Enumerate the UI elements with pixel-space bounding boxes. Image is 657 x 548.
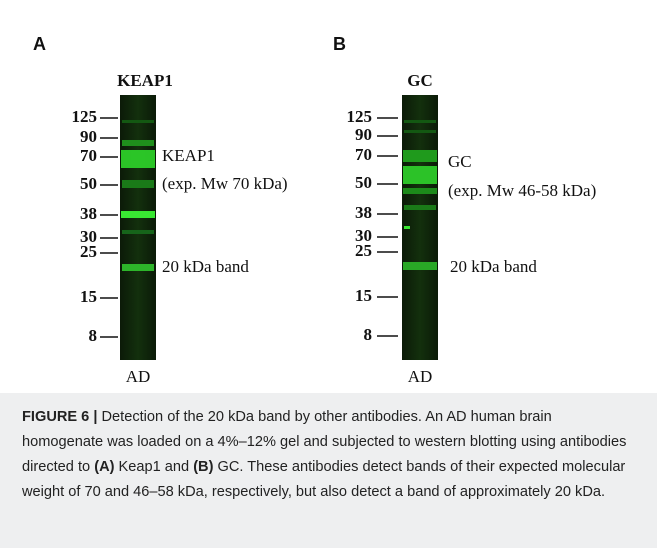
marker-label: 125 [72,107,98,126]
annotation: (exp. Mw 46-58 kDa) [448,181,596,200]
marker-label: 38 [80,204,97,223]
panel-letter: B [333,34,346,54]
annotation: 20 kDa band [450,257,537,276]
marker-label: 15 [355,286,372,305]
blot-a [120,95,156,360]
marker-label: 30 [355,226,372,245]
annotation: (exp. Mw 70 kDa) [162,174,288,193]
panel-title: GC [407,71,433,90]
annotation: GC [448,152,472,171]
caption-text: (A) [94,459,115,475]
annotation: 20 kDa band [162,257,249,276]
marker-label: 38 [355,203,372,222]
marker-label: 90 [355,125,372,144]
marker-label: 25 [80,242,97,261]
panel-letter: A [33,34,46,54]
marker-label: 70 [80,146,97,165]
marker-label: 50 [80,174,97,193]
marker-label: 125 [347,107,373,126]
marker-label: 25 [355,241,372,260]
marker-label: 30 [80,227,97,246]
caption: FIGURE 6 | Detection of the 20 kDa band … [0,393,657,548]
caption-text: Detection of the 20 kDa band by other an… [22,409,627,475]
lane-label: AD [408,367,433,386]
marker-label: 8 [89,326,98,345]
caption-label: FIGURE 6 | [22,409,98,425]
marker-label: 15 [80,287,97,306]
caption-text: (B) [193,459,214,475]
annotation: KEAP1 [162,146,215,165]
caption-text: Keap1 and [114,459,194,475]
caption-text: GC. These antibodies detect bands of the… [22,459,626,500]
marker-label: 70 [355,145,372,164]
marker-label: 90 [80,127,97,146]
lane-label: AD [126,367,151,386]
blot-b [402,95,438,360]
panel-title: KEAP1 [117,71,173,90]
marker-label: 8 [364,325,373,344]
marker-label: 50 [355,173,372,192]
